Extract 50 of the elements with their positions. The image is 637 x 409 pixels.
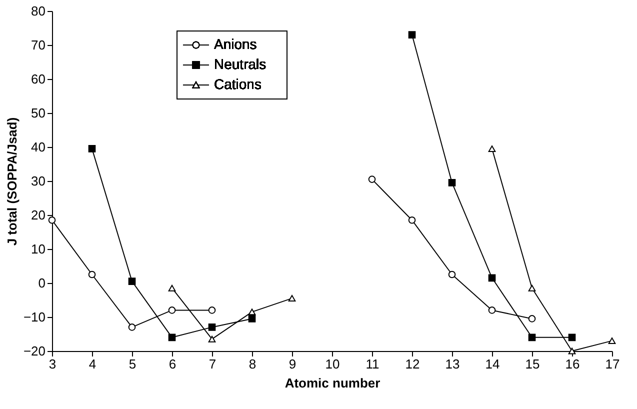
point <box>488 274 496 282</box>
y-tick-label: −10 <box>23 310 46 324</box>
point <box>448 179 456 186</box>
x-tick-label: 10 <box>325 356 340 372</box>
point <box>48 216 56 224</box>
x-tick-label: 3 <box>48 356 56 372</box>
x-tick-label: 11 <box>366 356 380 372</box>
point <box>528 334 536 342</box>
legend-label: Anions <box>214 36 257 52</box>
x-tick-label: 4 <box>88 356 96 372</box>
x-tick-label: 9 <box>288 356 296 372</box>
y-tick-label: 50 <box>31 106 46 120</box>
x-tick-label: 13 <box>445 356 460 372</box>
x-tick-label: 5 <box>128 356 136 372</box>
point <box>528 315 536 322</box>
point <box>368 176 376 183</box>
point <box>88 270 96 278</box>
y-tick-label: 60 <box>31 72 46 86</box>
point <box>128 278 136 285</box>
y-tick-label: 30 <box>31 174 46 188</box>
legend-label: Cations <box>214 76 262 92</box>
point <box>488 145 496 152</box>
x-tick-label: 8 <box>248 356 256 372</box>
x-tick-label: 6 <box>168 356 176 372</box>
point <box>568 334 576 342</box>
point <box>408 31 416 38</box>
point <box>128 324 136 331</box>
point <box>528 284 536 292</box>
x-tick-label: 12 <box>405 356 420 372</box>
y-tick-label: 80 <box>31 4 46 18</box>
x-tick-label: 16 <box>565 356 580 372</box>
point <box>408 216 416 224</box>
y-tick-label: −20 <box>23 344 46 358</box>
y-tick-label: 40 <box>31 140 46 154</box>
x-tick-label: 14 <box>485 356 500 372</box>
legend-label: Neutrals <box>214 56 266 72</box>
x-tick-label: 17 <box>605 356 620 372</box>
point <box>488 306 496 314</box>
x-tick-label: 15 <box>525 356 540 372</box>
y-tick-label: 70 <box>31 38 46 52</box>
y-tick-label: 10 <box>31 242 46 256</box>
y-axis-title: J total (SOPPA/Jsad) <box>4 117 20 246</box>
x-axis-title: Atomic number <box>284 376 380 390</box>
x-tick-label: 7 <box>208 356 216 372</box>
point <box>448 270 456 278</box>
y-tick-label: 0 <box>38 276 46 290</box>
point <box>88 145 96 152</box>
point <box>568 348 576 354</box>
point <box>608 338 616 344</box>
y-tick-label: 20 <box>31 208 46 222</box>
